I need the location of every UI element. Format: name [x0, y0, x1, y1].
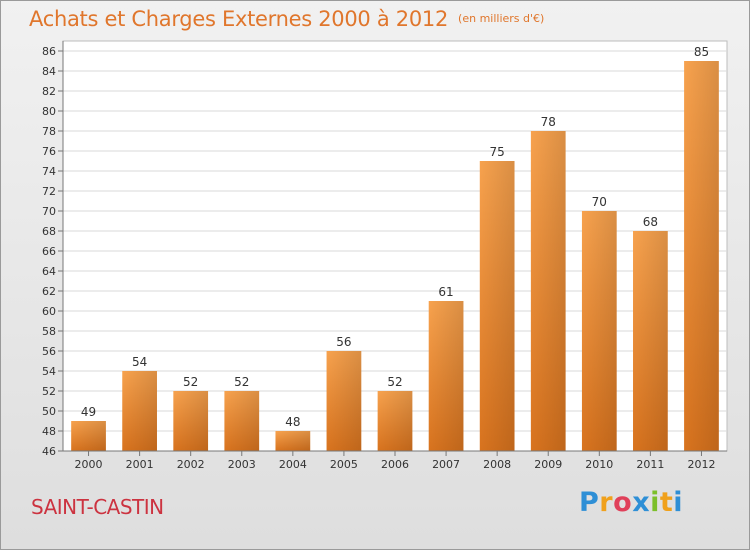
x-tick-label: 2008	[483, 458, 511, 471]
bar-shade	[122, 371, 157, 451]
x-tick-label: 2007	[432, 458, 460, 471]
y-tick-label: 46	[42, 445, 56, 458]
bar-shade	[377, 391, 413, 451]
bar-value-label: 49	[81, 405, 96, 419]
bar-shade	[428, 301, 464, 451]
y-tick-label: 48	[42, 425, 56, 438]
y-tick-label: 60	[42, 305, 56, 318]
chart-title-text: Achats et Charges Externes 2000 à 2012	[29, 7, 449, 31]
y-tick-label: 56	[42, 345, 56, 358]
y-tick-label: 78	[42, 125, 56, 138]
x-tick-label: 2003	[228, 458, 256, 471]
logo-letter: r	[599, 487, 614, 518]
y-tick-label: 68	[42, 225, 56, 238]
x-tick-label: 2006	[381, 458, 409, 471]
logo-letter: i	[673, 487, 684, 518]
bar-value-label: 52	[183, 375, 198, 389]
x-axis: 2000 2001 2002 2003 2004 2005 2006 2007 2008 2009…	[63, 450, 727, 471]
bars: 49 54 52 52 48 56 52 61 75 78 70 68 85	[71, 45, 719, 451]
bar-value-label: 68	[643, 215, 658, 229]
proxiti-logo: Proxiti	[579, 487, 683, 518]
plot-area	[62, 40, 728, 452]
bar-shade	[479, 161, 515, 451]
y-tick-label: 70	[42, 205, 56, 218]
bar-value-label: 85	[694, 45, 709, 59]
place-name: SAINT-CASTIN	[31, 495, 164, 519]
bar-shade	[581, 211, 617, 451]
bar-value-label: 48	[285, 415, 300, 429]
y-tick-label: 66	[42, 245, 56, 258]
y-tick-label: 72	[42, 185, 56, 198]
bar-value-label: 52	[234, 375, 249, 389]
chart-unit: (en milliers d'€)	[458, 12, 545, 25]
y-tick-label: 74	[42, 165, 56, 178]
bar-shade	[275, 431, 311, 451]
y-tick-label: 52	[42, 385, 56, 398]
x-tick-label: 2010	[585, 458, 613, 471]
y-tick-label: 54	[42, 365, 56, 378]
y-tick-label: 82	[42, 85, 56, 98]
y-tick-label: 50	[42, 405, 56, 418]
bar-shade	[326, 351, 362, 451]
bar-shade	[530, 131, 566, 451]
chart-title: Achats et Charges Externes 2000 à 2012 (e…	[29, 7, 544, 31]
x-tick-label: 2009	[534, 458, 562, 471]
bar-shade	[224, 391, 260, 451]
x-tick-label: 2012	[687, 458, 715, 471]
logo-letter: x	[632, 487, 651, 518]
bar-value-label: 52	[387, 375, 402, 389]
y-tick-label: 64	[42, 265, 56, 278]
bar-value-label: 61	[438, 285, 453, 299]
y-axis: 46 48 50 52 54 56 58 60 62 64 66 68 70 72 74 76 78 80 82 84…	[42, 41, 64, 458]
x-tick-label: 2000	[75, 458, 103, 471]
y-tick-label: 86	[42, 45, 56, 58]
logo-letter: o	[613, 487, 633, 518]
x-tick-label: 2001	[126, 458, 154, 471]
logo-letter: t	[659, 487, 674, 518]
bar-shade	[684, 61, 719, 451]
logo-letter: i	[650, 487, 660, 518]
bar-value-label: 78	[541, 115, 556, 129]
bar-shade	[71, 421, 106, 451]
bar-value-label: 56	[336, 335, 351, 349]
x-tick-label: 2002	[177, 458, 205, 471]
bar-value-label: 70	[592, 195, 607, 209]
y-tick-label: 84	[42, 65, 56, 78]
y-tick-label: 62	[42, 285, 56, 298]
y-tick-label: 76	[42, 145, 56, 158]
bar-value-label: 75	[490, 145, 505, 159]
y-tick-label: 58	[42, 325, 56, 338]
bar-shade	[173, 391, 209, 451]
x-tick-label: 2005	[330, 458, 358, 471]
bar-value-label: 54	[132, 355, 147, 369]
y-tick-label: 80	[42, 105, 56, 118]
x-tick-label: 2011	[636, 458, 664, 471]
x-tick-label: 2004	[279, 458, 307, 471]
bar-shade	[633, 231, 668, 451]
logo-letter: P	[579, 487, 600, 518]
